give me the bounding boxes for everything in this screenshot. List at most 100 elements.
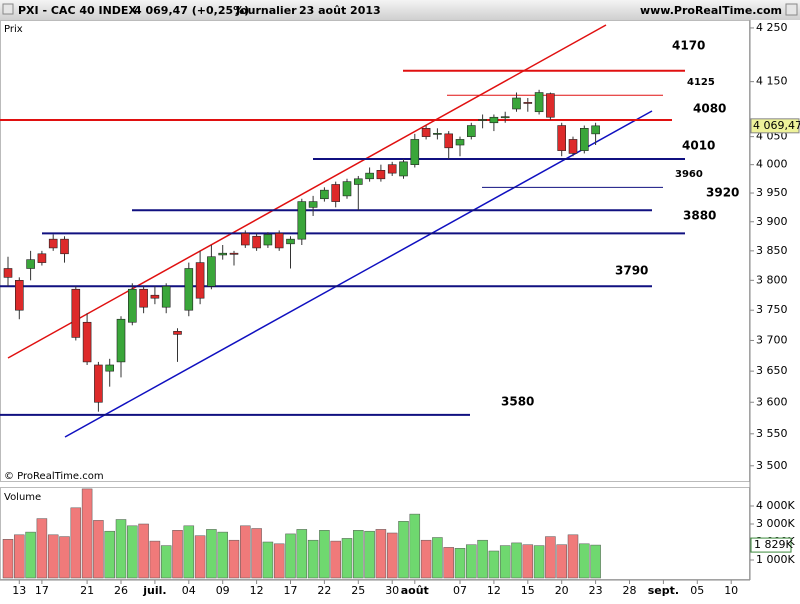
last-volume-label: 1 829K (754, 538, 793, 551)
candle-body (591, 125, 600, 135)
candle-body (128, 288, 137, 323)
header-bar (0, 0, 800, 20)
volume-bar (47, 534, 59, 579)
volume-bar (36, 518, 48, 579)
candle-body (455, 139, 465, 146)
volume-bar (364, 530, 375, 579)
volume-bar (251, 528, 262, 579)
x-tick-label: 07 (453, 584, 467, 597)
candle-body (297, 201, 307, 240)
y-tick-label: 3 750 (756, 303, 788, 316)
x-tick-label: 26 (114, 584, 128, 597)
candle-body (252, 235, 261, 249)
volume-tick-label: 3 000K (756, 517, 795, 530)
candle-body (534, 92, 544, 113)
candle-body (161, 285, 171, 308)
x-tick-label: 09 (216, 584, 230, 597)
level-label: 4170 (672, 39, 705, 53)
volume-bar (149, 540, 161, 579)
y-tick-label: 3 950 (756, 186, 788, 199)
volume-bar (375, 529, 387, 579)
volume-bar (307, 539, 319, 579)
volume-tick-label: 1 000K (756, 553, 795, 566)
volume-bar (386, 532, 398, 579)
candle-body (546, 93, 555, 118)
y-tick-label: 4 000 (756, 158, 788, 171)
volume-bar (183, 525, 195, 579)
price-pane (0, 20, 750, 482)
level-label: 4080 (693, 102, 726, 116)
volume-bar (93, 520, 104, 579)
volume-bar (567, 534, 579, 579)
candle-body (478, 119, 487, 121)
volume-bar (59, 536, 70, 579)
close-button[interactable] (785, 3, 798, 16)
candle-body (241, 233, 250, 246)
level-label: 3790 (615, 264, 648, 278)
volume-bar (443, 547, 454, 579)
volume-bar (432, 537, 443, 579)
level-label: 3920 (706, 186, 739, 200)
volume-bar (104, 530, 115, 579)
volume-bar (81, 488, 93, 579)
candle-body (207, 256, 216, 287)
volume-bar (240, 525, 251, 579)
y-tick-label: 4 250 (756, 21, 788, 34)
candle-body (523, 102, 533, 104)
volume-bar (477, 539, 488, 579)
y-tick-label: 3 850 (756, 244, 788, 257)
volume-bar (217, 531, 228, 579)
level-label: 4010 (682, 139, 715, 153)
candle-body (71, 288, 81, 338)
volume-bar (14, 534, 25, 579)
y-tick-label: 3 600 (756, 395, 788, 408)
candle-body (3, 268, 13, 278)
x-tick-label: 10 (724, 584, 738, 597)
volume-bar (115, 519, 127, 579)
last-volume-box (750, 537, 792, 553)
x-tick-label: 28 (623, 584, 637, 597)
candle-body (342, 181, 352, 197)
volume-bar (228, 539, 240, 579)
volume-bar (488, 550, 500, 579)
candle-body (331, 184, 341, 202)
candle-body (466, 125, 476, 137)
last-close-label: 4 069,47 (753, 119, 800, 132)
candle-body (150, 294, 160, 299)
x-tick-label: 21 (80, 584, 94, 597)
candle-body (410, 139, 420, 165)
volume-bar (522, 544, 534, 579)
candle-body (26, 259, 35, 269)
candle-body (568, 139, 578, 154)
price-label: Prix (4, 24, 23, 35)
x-tick-label: 20 (555, 584, 569, 597)
candle-body (116, 318, 126, 363)
x-tick-label: 15 (521, 584, 535, 597)
volume-bar (25, 531, 36, 579)
candle-body (274, 233, 284, 249)
volume-bar (454, 548, 466, 579)
candle-body (184, 268, 194, 311)
x-tick-label: sept. (648, 584, 679, 597)
x-tick-label: 04 (182, 584, 196, 597)
copyright: © ProRealTime.com (4, 471, 104, 482)
candle-body (195, 262, 205, 299)
candle-body (320, 189, 329, 200)
price: 4 069,47 (+0,25%) (134, 4, 249, 17)
candle-body (286, 238, 295, 245)
volume-bar (466, 544, 477, 579)
volume-bar (138, 523, 149, 579)
level-label: 4125 (687, 77, 715, 88)
volume-bar (353, 530, 364, 579)
candle-body (308, 201, 318, 208)
candle-body (399, 161, 408, 177)
volume-bar (296, 529, 308, 579)
x-tick-label: 17 (35, 584, 49, 597)
candle-body (82, 321, 92, 363)
candle-body (376, 170, 386, 180)
volume-bar (319, 530, 330, 579)
last-close-box (750, 118, 800, 134)
candle-body (500, 116, 510, 119)
candle-body (229, 252, 239, 255)
x-tick-label: 22 (317, 584, 331, 597)
